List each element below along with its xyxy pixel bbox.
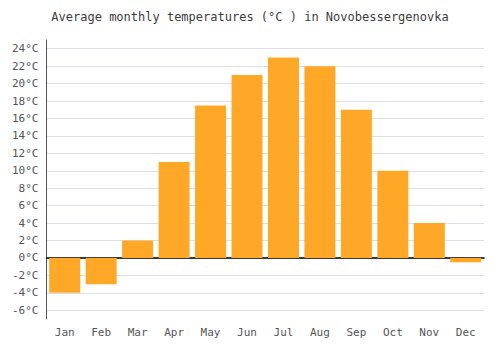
svg-text:Apr: Apr (164, 326, 184, 339)
svg-text:Mar: Mar (128, 326, 148, 339)
svg-text:22°C: 22°C (12, 60, 39, 73)
svg-text:Nov: Nov (419, 326, 439, 339)
svg-text:8°C: 8°C (19, 182, 39, 195)
svg-text:16°C: 16°C (12, 112, 39, 125)
svg-text:0°C: 0°C (19, 251, 39, 264)
svg-text:12°C: 12°C (12, 147, 39, 160)
svg-text:-4°C: -4°C (12, 286, 39, 299)
svg-text:10°C: 10°C (12, 164, 39, 177)
svg-text:-6°C: -6°C (12, 304, 39, 317)
svg-text:2°C: 2°C (19, 234, 39, 247)
svg-text:Jul: Jul (274, 326, 294, 339)
svg-text:Dec: Dec (456, 326, 476, 339)
svg-text:6°C: 6°C (19, 199, 39, 212)
svg-text:Oct: Oct (383, 326, 403, 339)
svg-text:4°C: 4°C (19, 217, 39, 230)
svg-text:-2°C: -2°C (12, 269, 39, 282)
svg-text:Sep: Sep (346, 326, 366, 339)
svg-text:18°C: 18°C (12, 95, 39, 108)
svg-text:Jan: Jan (55, 326, 75, 339)
svg-text:Jun: Jun (237, 326, 257, 339)
svg-text:14°C: 14°C (12, 129, 39, 142)
svg-text:Feb: Feb (91, 326, 111, 339)
svg-text:Aug: Aug (310, 326, 330, 339)
svg-text:May: May (201, 326, 221, 339)
svg-text:24°C: 24°C (12, 42, 39, 55)
svg-text:Average monthly temperatures (: Average monthly temperatures (°C ) in No… (51, 10, 448, 24)
svg-text:20°C: 20°C (12, 77, 39, 90)
